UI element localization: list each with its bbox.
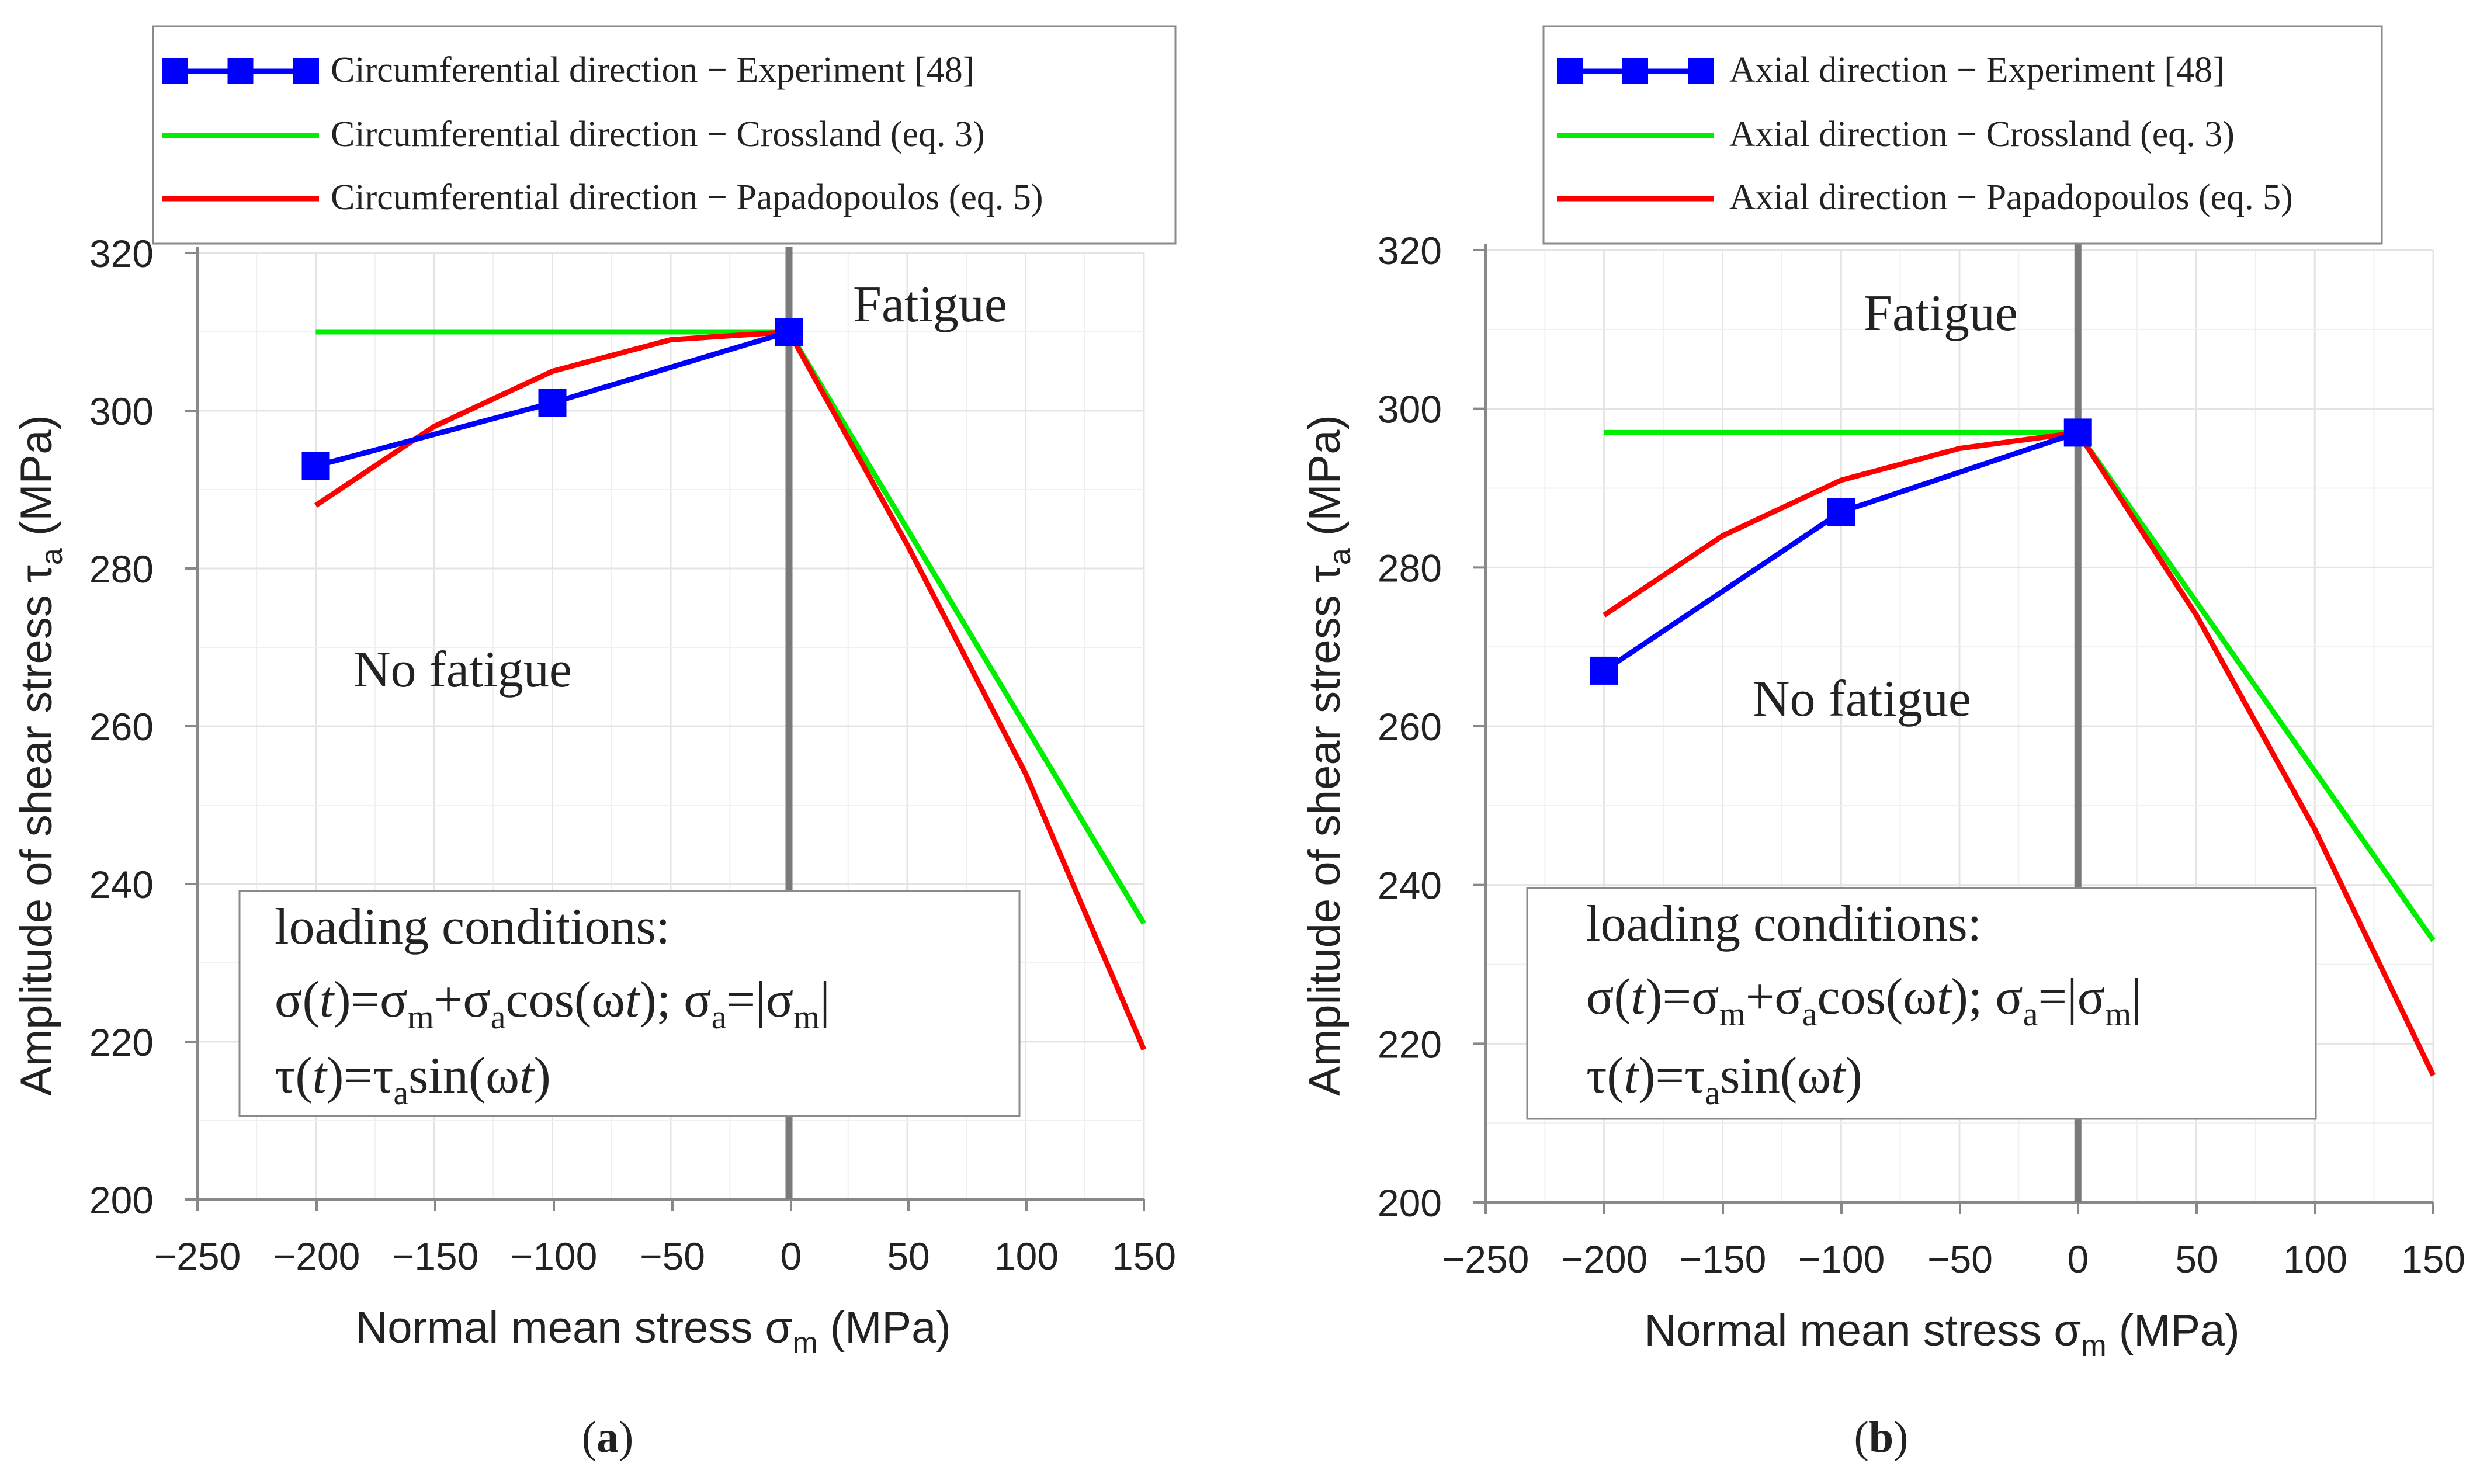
data-point-experiment [1590,656,1618,685]
loading-equation-sigma: σ(t)=σm+σacos(ωt); σa=|σm| [1586,969,2142,1033]
legend-label: Circumferential direction − Papadopoulos… [331,178,1043,217]
no-fatigue-label: No fatigue [1753,671,1971,727]
legend-label: Axial direction − Papadopoulos (eq. 5) [1729,178,2293,217]
legend-marker [1557,58,1583,84]
y-axis-title: Amplitude of shear stress τa (MPa) [12,415,69,1096]
loading-conditions-title: loading conditions: [275,899,670,955]
loading-equation-tau: τ(t)=τasin(ωt) [275,1048,551,1112]
legend-label: Circumferential direction − Experiment [… [331,50,974,90]
x-tick-label: −50 [1927,1237,1993,1281]
loading-conditions-title: loading conditions: [1586,896,1982,952]
panel-label: (b) [1854,1413,1909,1462]
x-tick-label: 150 [2401,1237,2465,1281]
x-tick-label: −200 [1561,1237,1648,1281]
y-tick-label: 200 [89,1178,154,1222]
y-axis-title: Amplitude of shear stress τa (MPa) [1300,415,1357,1096]
legend [152,25,1177,245]
data-point-experiment [2063,418,2092,447]
y-tick-label: 240 [89,863,154,906]
legend-label: Axial direction − Crossland (eq. 3) [1729,115,2235,154]
x-tick-label: 50 [2175,1237,2218,1281]
legend-marker [293,58,319,84]
fatigue-label: Fatigue [853,276,1007,333]
panel-label: (a) [582,1413,634,1462]
y-tick-label: 220 [89,1021,154,1064]
data-point-experiment [301,452,330,480]
legend-marker [1688,58,1714,84]
x-tick-label: 150 [1112,1235,1176,1278]
data-point-experiment [538,389,567,417]
x-tick-label: −250 [1442,1237,1529,1281]
x-tick-label: −200 [273,1235,360,1278]
no-fatigue-label: No fatigue [353,642,572,698]
series-line-papadopoulos [1603,429,2436,1077]
series-line-papadopoulos [314,329,1147,1051]
legend-label: Axial direction − Experiment [48] [1729,50,2225,90]
y-tick-label: 300 [1378,388,1442,431]
x-tick-label: 0 [2068,1237,2089,1281]
x-axis-title: Normal mean stress σm (MPa) [355,1303,951,1360]
x-tick-label: −50 [640,1235,705,1278]
y-tick-label: 260 [1378,705,1442,748]
legend-marker [162,58,188,84]
y-tick-label: 200 [1378,1181,1442,1225]
x-tick-label: −150 [392,1235,479,1278]
x-tick-label: 100 [994,1235,1059,1278]
legend-marker [1622,58,1648,84]
y-tick-label: 240 [1378,864,1442,907]
y-tick-label: 300 [89,390,154,433]
y-tick-label: 280 [89,547,154,591]
x-tick-label: −100 [1798,1237,1885,1281]
loading-conditions-box [238,890,1021,1117]
legend-label: Circumferential direction − Crossland (e… [331,115,985,154]
legend-marker [227,58,254,84]
data-point-experiment [775,318,803,346]
x-tick-label: −250 [154,1235,241,1278]
x-tick-label: 0 [781,1235,802,1278]
x-tick-label: 100 [2283,1237,2347,1281]
x-tick-label: 50 [887,1235,929,1278]
y-tick-label: 320 [89,232,154,275]
data-point-experiment [1827,498,1855,526]
chart-panel-b: −250 −200 −150 −100 −50 0 50 100 150 200 220 240 260… [1300,25,2465,1462]
chart-panel-a: −250 −200 −150 −100 −50 0 50 100 150 200 220 240 260… [12,25,1177,1462]
loading-conditions-box [1526,887,2317,1120]
x-tick-label: −150 [1680,1237,1767,1281]
y-tick-label: 320 [1378,229,1442,272]
x-tick-label: −100 [511,1235,598,1278]
loading-equation-tau: τ(t)=τasin(ωt) [1586,1048,1862,1112]
y-tick-label: 220 [1378,1022,1442,1066]
y-tick-label: 280 [1378,546,1442,590]
y-tick-label: 260 [89,705,154,748]
x-axis-title: Normal mean stress σm (MPa) [1644,1306,2239,1363]
fatigue-label: Fatigue [1864,285,2018,342]
loading-equation-sigma: σ(t)=σm+σacos(ωt); σa=|σm| [275,972,830,1036]
